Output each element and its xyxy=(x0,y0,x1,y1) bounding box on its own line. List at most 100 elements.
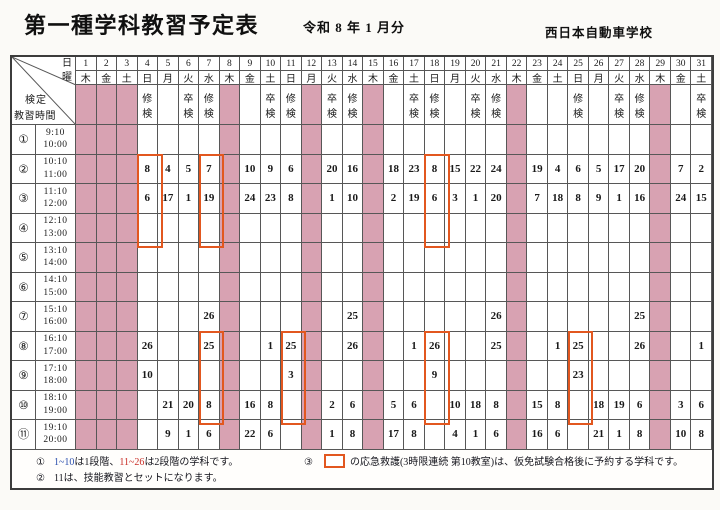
period-number-cell: ① xyxy=(12,125,36,155)
exam-header-cell: 卒検 xyxy=(609,85,630,125)
lesson-cell xyxy=(158,213,179,243)
lesson-cell: 1 xyxy=(178,420,200,450)
lesson-cell xyxy=(158,125,179,155)
weekday-header-cell: 月 xyxy=(588,71,610,85)
lesson-cell xyxy=(96,243,118,273)
lesson-cell: 20 xyxy=(486,184,507,214)
lesson-cell xyxy=(445,361,466,391)
lesson-cell xyxy=(383,302,405,332)
lesson-cell xyxy=(527,331,548,361)
lesson-cell xyxy=(281,213,302,243)
lesson-cell xyxy=(158,361,179,391)
lesson-cell: 7 xyxy=(199,154,220,184)
day-header-cell: 17 xyxy=(404,57,425,71)
exam-char: 卒 xyxy=(470,93,481,105)
lesson-cell xyxy=(76,154,97,184)
lesson-cell xyxy=(219,390,241,420)
exam-header-cell: 修検 xyxy=(424,85,446,125)
lesson-cell xyxy=(281,125,302,155)
lesson-cell xyxy=(178,272,200,302)
period-time-end: 16:00 xyxy=(43,317,68,328)
lesson-cell: 25 xyxy=(568,331,589,361)
exam-char: 検 xyxy=(409,108,419,120)
exam-char: 検 xyxy=(265,108,276,120)
lesson-cell xyxy=(301,125,323,155)
lesson-cell xyxy=(240,331,261,361)
period-time-end: 20:00 xyxy=(43,435,68,446)
corner-time-label: 教習時間 xyxy=(14,111,56,122)
lesson-cell xyxy=(568,390,589,420)
exam-char: 検 xyxy=(326,108,337,120)
day-header-cell: 18 xyxy=(424,57,446,71)
lesson-cell xyxy=(650,154,671,184)
day-header-cell: 31 xyxy=(691,57,712,71)
exam-char: 検 xyxy=(429,108,440,120)
lesson-cell xyxy=(117,420,138,450)
lesson-cell: 10 xyxy=(137,361,159,391)
period-time-end: 18:00 xyxy=(43,376,68,387)
weekday-header-cell: 水 xyxy=(629,71,651,85)
lesson-cell: 9 xyxy=(260,154,282,184)
lesson-cell: 8 xyxy=(547,390,569,420)
day-header-cell: 28 xyxy=(629,57,651,71)
lesson-cell xyxy=(219,420,241,450)
lesson-cell xyxy=(158,272,179,302)
exam-header-cell: 修検 xyxy=(137,85,159,125)
legend-item-2: ② 11は、技能教習とセットになります。 xyxy=(36,469,223,484)
lesson-cell xyxy=(588,125,610,155)
period-time-cell: 14:10 15:00 xyxy=(36,272,76,302)
lesson-cell xyxy=(199,272,220,302)
exam-header-cell: 修検 xyxy=(199,85,220,125)
lesson-cell: 8 xyxy=(629,420,651,450)
lesson-cell xyxy=(76,302,97,332)
exam-header-cell: 修検 xyxy=(281,85,302,125)
lesson-cell xyxy=(691,125,712,155)
lesson-cell xyxy=(650,213,671,243)
exam-header-cell: 卒検 xyxy=(260,85,282,125)
lesson-cell xyxy=(506,125,528,155)
lesson-cell xyxy=(301,154,323,184)
lesson-cell xyxy=(445,331,466,361)
lesson-cell: 25 xyxy=(342,302,364,332)
lesson-cell xyxy=(96,272,118,302)
lesson-cell: 2 xyxy=(322,390,343,420)
lesson-cell xyxy=(629,213,651,243)
lesson-cell xyxy=(158,302,179,332)
lesson-cell xyxy=(588,272,610,302)
period-number-cell: ⑦ xyxy=(12,302,36,332)
exam-header-cell xyxy=(650,85,671,125)
period-number-cell: ⑨ xyxy=(12,361,36,391)
lesson-cell xyxy=(137,302,159,332)
orange-box-swatch-icon xyxy=(323,454,345,468)
lesson-cell xyxy=(650,361,671,391)
lesson-cell: 3 xyxy=(670,390,692,420)
legend-item-2-text: 11は、技能教習とセットになります。 xyxy=(53,473,223,484)
lesson-cell xyxy=(178,331,200,361)
lesson-cell xyxy=(137,272,159,302)
lesson-cell: 8 xyxy=(342,420,364,450)
lesson-cell xyxy=(342,125,364,155)
lesson-cell xyxy=(363,331,384,361)
lesson-cell: 6 xyxy=(137,184,159,214)
period-time-end: 13:00 xyxy=(43,228,68,239)
exam-header-cell xyxy=(506,85,528,125)
weekday-header-cell: 月 xyxy=(301,71,323,85)
lesson-cell: 4 xyxy=(445,420,466,450)
lesson-cell xyxy=(219,272,241,302)
period-time-start: 13:10 xyxy=(43,245,68,256)
lesson-cell xyxy=(465,331,487,361)
lesson-cell xyxy=(137,243,159,273)
period-time-start: 15:10 xyxy=(43,304,68,315)
exam-char: 修 xyxy=(429,93,440,105)
weekday-header-cell: 土 xyxy=(691,71,712,85)
lesson-cell xyxy=(527,361,548,391)
lesson-cell xyxy=(301,302,323,332)
lesson-cell xyxy=(96,213,118,243)
lesson-cell: 17 xyxy=(609,154,630,184)
exam-header-cell: 修検 xyxy=(568,85,589,125)
exam-header-cell xyxy=(301,85,323,125)
period-time-cell: 16:10 17:00 xyxy=(36,331,76,361)
lesson-cell xyxy=(383,125,405,155)
lesson-cell: 1 xyxy=(260,331,282,361)
exam-char: 修 xyxy=(573,93,584,105)
